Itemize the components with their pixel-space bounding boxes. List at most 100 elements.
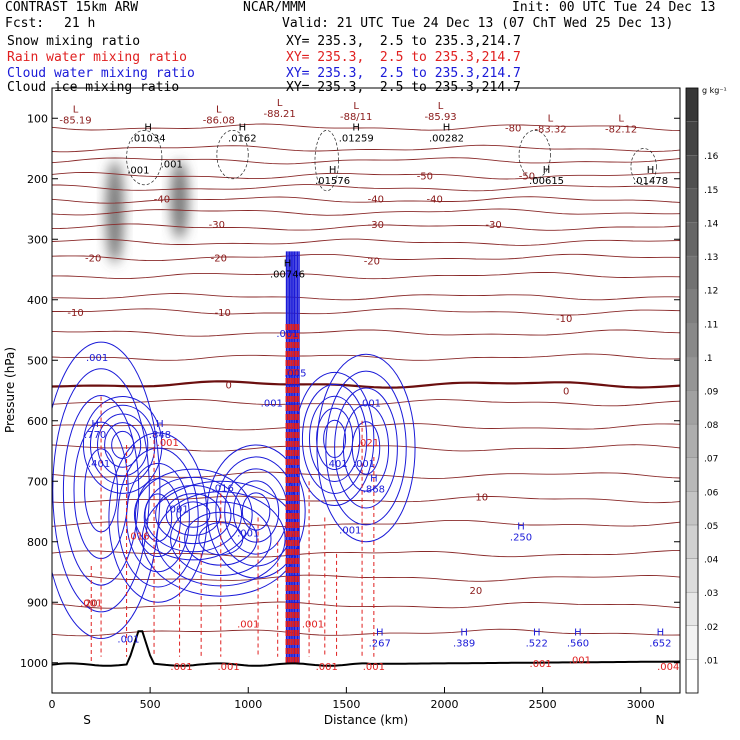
colorbar-segment <box>685 491 699 526</box>
cloud-value-label: .401 <box>88 459 110 470</box>
extremum-value: .848 <box>149 430 171 441</box>
cloud-water-contour <box>301 383 368 494</box>
temperature-label: -50 <box>519 172 535 183</box>
isotherm-line <box>52 253 680 262</box>
temperature-label: -20 <box>211 253 227 264</box>
isotherm-line <box>52 123 680 132</box>
cloud-water-contour <box>206 444 306 579</box>
cloud-water-cell <box>316 353 416 543</box>
cloud-water-contour <box>111 430 135 460</box>
extremum-value: .250 <box>510 533 532 544</box>
temperature-label: 0 <box>563 387 569 398</box>
cloud-water-contour <box>215 456 297 567</box>
isotherm-line <box>52 353 680 361</box>
rain-value-label: .001 <box>363 662 385 673</box>
snow-plume-core <box>105 160 124 264</box>
terrain-line <box>52 630 680 667</box>
rain-value-label: .001 <box>80 598 102 609</box>
colorbar-segment <box>685 625 699 660</box>
snow-plume <box>170 160 189 240</box>
x-tick-label: 2000 <box>431 698 459 711</box>
x-start-label: S <box>83 713 91 727</box>
isotherm-line <box>52 223 680 231</box>
extremum-marker: H <box>239 122 247 133</box>
colorbar-segment <box>685 423 699 458</box>
y-tick-label: 900 <box>27 596 48 609</box>
colorbar-segment <box>685 188 699 223</box>
colorbar-segment <box>685 121 699 156</box>
cloud-value-label: .001 <box>237 529 259 540</box>
extremum-value: .00282 <box>429 133 464 144</box>
x-end-label: N <box>656 713 665 727</box>
extremum-marker: H <box>329 165 337 176</box>
snow-plume-core <box>170 160 189 240</box>
extremum-marker: H <box>370 473 378 484</box>
temperature-label: -20 <box>85 253 101 264</box>
y-axis-title: Pressure (hPa) <box>3 347 17 433</box>
isotherm-line <box>52 308 680 316</box>
cloud-water-contour <box>97 413 149 477</box>
strong-rain-shaft <box>285 323 300 666</box>
temperature-label: -30 <box>368 220 384 231</box>
cloud-water-cell <box>82 396 163 494</box>
cloud-water-contour <box>144 476 243 553</box>
colorbar-segment <box>685 591 699 626</box>
cloud-water-contour <box>308 395 361 482</box>
cloud-water-contour <box>233 480 280 543</box>
colorbar-tick-label: .12 <box>704 287 718 297</box>
temperature-label: -40 <box>368 195 384 206</box>
colorbar-segment <box>685 524 699 559</box>
cloud-value-label: .001 <box>276 329 298 340</box>
temperature-label: 20 <box>470 586 483 597</box>
temperature-label: -10 <box>215 308 231 319</box>
extremum-marker: L <box>353 101 359 112</box>
isotherm-line <box>52 238 680 246</box>
colorbar-segment <box>685 356 699 391</box>
cloud-water-contour <box>334 387 398 509</box>
extremum-value: -82.12 <box>605 124 637 135</box>
rain-value-label: .001 <box>302 619 324 630</box>
colorbar-tick-label: .01 <box>704 656 718 666</box>
x-tick-label: 500 <box>140 698 161 711</box>
colorbar-tick-label: .05 <box>704 522 718 532</box>
colorbar-segment <box>685 558 699 593</box>
extremum-value: -85.93 <box>424 112 456 123</box>
temperature-label: -40 <box>154 195 170 206</box>
extremum-value: .00746 <box>270 270 305 281</box>
cloud-water-contour <box>342 404 390 492</box>
isotherm-line <box>52 144 680 153</box>
x-tick-label: 1500 <box>332 698 360 711</box>
extremum-value: -88.21 <box>264 109 296 120</box>
extremum-value: .00615 <box>529 176 564 187</box>
extremum-value: -83.32 <box>534 124 566 135</box>
cloud-water-contour <box>241 492 271 531</box>
zero-isotherm <box>52 380 680 389</box>
colorbar-tick-label: .06 <box>704 488 719 498</box>
colorbar-segment <box>685 457 699 492</box>
extremum-marker: H <box>647 165 655 176</box>
extremum-marker: H <box>533 628 541 639</box>
extremum-marker: H <box>657 628 665 639</box>
temperature-label: 0 <box>225 380 231 391</box>
model-title: CONTRAST 15km ARW <box>5 0 139 15</box>
temperature-label: -30 <box>209 220 225 231</box>
cloud-water-contour <box>316 353 416 543</box>
isotherm-line <box>52 574 680 582</box>
colorbar-segment <box>685 155 699 190</box>
extremum-marker: L <box>216 104 222 115</box>
colorbar-tick-label: .08 <box>704 421 719 431</box>
rain-value-label: .016 <box>127 532 149 543</box>
plot-frame <box>51 87 681 694</box>
rain-value-label: .001 <box>217 662 239 673</box>
cloud-ice-contour <box>314 130 339 192</box>
isotherm-line <box>52 184 680 192</box>
temperature-label: 10 <box>475 492 488 503</box>
cloud-water-contour <box>104 422 142 468</box>
extremum-marker: H <box>376 628 384 639</box>
extremum-marker: L <box>548 113 554 124</box>
cloud-water-contour <box>52 368 150 613</box>
colorbar-tick-label: .15 <box>704 186 718 196</box>
field-xy-rain: XY= 235.3, 2.5 to 235.3,214.7 <box>286 50 521 65</box>
isotherm-line <box>52 271 680 280</box>
